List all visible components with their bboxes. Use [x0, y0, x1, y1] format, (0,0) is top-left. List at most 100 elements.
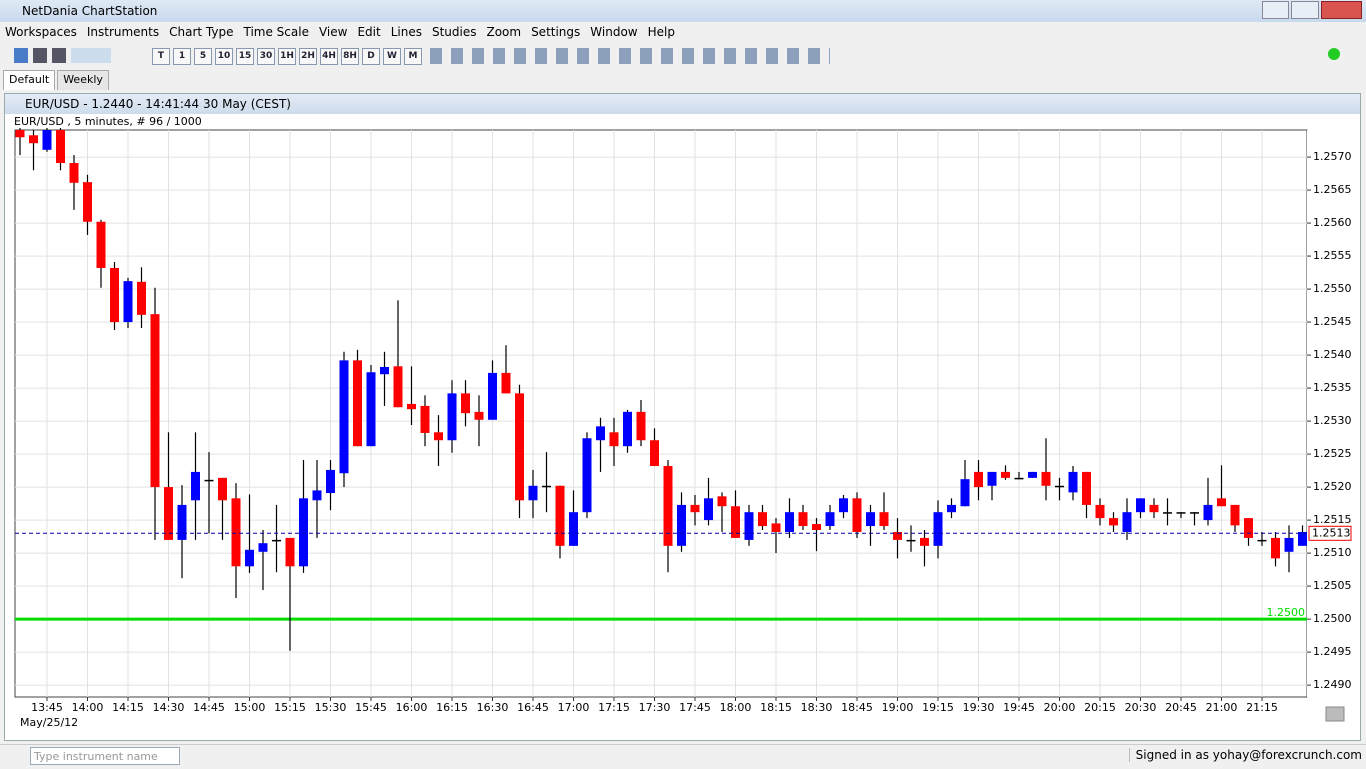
candle-body [960, 479, 970, 507]
candle-body [798, 512, 808, 527]
candle-body [663, 465, 673, 546]
maximize-button[interactable] [1291, 1, 1319, 19]
menu-item[interactable]: Zoom [486, 25, 522, 39]
candle-body [137, 281, 146, 315]
candle-body [326, 469, 335, 494]
chart-label: EUR/USD , 5 minutes, # 96 / 1000 [14, 115, 202, 128]
menu-item[interactable]: Edit [357, 25, 381, 39]
x-tick-label: 19:00 [882, 701, 914, 714]
candle-body [623, 411, 632, 447]
y-tick-label: 1.2565 [1313, 183, 1352, 196]
candle-body [569, 512, 578, 546]
minimize-button[interactable] [1262, 1, 1290, 19]
candle-body [852, 498, 862, 532]
x-tick-label: 20:30 [1125, 701, 1157, 714]
timeframe-button[interactable]: T [152, 48, 170, 65]
chart-type-icons[interactable] [71, 48, 111, 63]
x-tick-label: 18:00 [720, 701, 752, 714]
y-tick-label: 1.2560 [1313, 216, 1352, 229]
support-line-label: 1.2500 [1267, 606, 1306, 619]
menu-item[interactable]: Time Scale [243, 25, 309, 39]
candle-body [650, 440, 659, 466]
candle-body [555, 485, 565, 546]
tab[interactable]: Weekly [57, 70, 109, 90]
candle-body [974, 471, 983, 488]
candle-body [1257, 539, 1267, 542]
y-tick-label: 1.2535 [1313, 381, 1352, 394]
candle-body [717, 496, 727, 507]
timeframe-button[interactable]: 5 [194, 48, 212, 65]
x-tick-label: 15:30 [315, 701, 347, 714]
menu-item[interactable]: Chart Type [169, 25, 234, 39]
menu-item[interactable]: Workspaces [5, 25, 77, 39]
timeframe-button[interactable]: 15 [236, 48, 254, 65]
timeframe-button[interactable]: 30 [257, 48, 275, 65]
candle-body [1028, 471, 1037, 478]
candle-body [839, 498, 848, 513]
candle-body [825, 512, 835, 527]
status-bar: Type instrument name Signed in as yohay@… [0, 744, 1366, 769]
candle-body [920, 537, 929, 546]
timeframe-button[interactable]: M [404, 48, 422, 65]
x-tick-label: 14:30 [153, 701, 185, 714]
candle-body [501, 372, 511, 394]
candle-body [893, 531, 902, 540]
menu-item[interactable]: Studies [431, 25, 477, 39]
candle-body [906, 539, 916, 542]
menu-item[interactable]: Settings [531, 25, 581, 39]
menu-item[interactable]: Window [590, 25, 638, 39]
candle-body [299, 498, 308, 567]
new-icon[interactable] [14, 48, 28, 63]
save-as-icon[interactable] [52, 48, 66, 63]
candle-body [933, 512, 943, 546]
candle-body [83, 182, 92, 222]
price-label: 1.2513 [1312, 526, 1351, 539]
candle-body [42, 130, 52, 150]
save-icon[interactable] [33, 48, 47, 63]
x-tick-label: 13:45 [31, 701, 63, 714]
timeframe-button[interactable]: 10 [215, 48, 233, 65]
candle-body [1203, 504, 1213, 521]
timeframe-button[interactable]: 4H [320, 48, 338, 65]
menu-item[interactable]: Instruments [86, 25, 160, 39]
timeframe-button[interactable]: W [383, 48, 401, 65]
x-tick-label: 19:30 [963, 701, 995, 714]
x-tick-label: 20:15 [1084, 701, 1116, 714]
candle-body [339, 360, 349, 474]
candle-body [596, 426, 605, 441]
candle-body [866, 512, 875, 527]
menu-item[interactable]: Lines [390, 25, 422, 39]
candle-body [1284, 537, 1294, 552]
menu-item[interactable]: Help [647, 25, 675, 39]
drawing-tools[interactable] [430, 48, 830, 64]
y-tick-label: 1.2540 [1313, 348, 1352, 361]
tab[interactable]: Default [3, 70, 56, 90]
candle-body [177, 504, 187, 540]
candle-body [582, 438, 592, 513]
x-tick-label: 19:45 [1003, 701, 1035, 714]
menu-item[interactable]: View [318, 25, 348, 39]
price-axis [1307, 130, 1357, 697]
candle-body [1190, 512, 1199, 514]
x-tick-label: 17:00 [558, 701, 590, 714]
timeframe-button[interactable]: D [362, 48, 380, 65]
timeframe-button[interactable]: 8H [341, 48, 359, 65]
timeframe-button[interactable]: 1H [278, 48, 296, 65]
candle-body [731, 506, 740, 538]
candle-body [812, 524, 821, 531]
x-tick-label: 18:15 [760, 701, 792, 714]
y-tick-label: 1.2545 [1313, 315, 1352, 328]
timeframe-button[interactable]: 1 [173, 48, 191, 65]
candle-body [542, 485, 551, 488]
instrument-search[interactable]: Type instrument name [30, 747, 180, 765]
date-label: May/25/12 [20, 716, 78, 729]
timeframe-button[interactable]: 2H [299, 48, 317, 65]
sign-in-status: Signed in as yohay@forexcrunch.com [1128, 748, 1362, 762]
x-tick-label: 20:45 [1165, 701, 1197, 714]
candle-body [245, 549, 254, 567]
window-controls [1262, 1, 1362, 19]
candle-body [1298, 531, 1307, 546]
x-tick-label: 18:45 [841, 701, 873, 714]
close-button[interactable] [1320, 1, 1362, 19]
x-tick-label: 15:45 [355, 701, 387, 714]
